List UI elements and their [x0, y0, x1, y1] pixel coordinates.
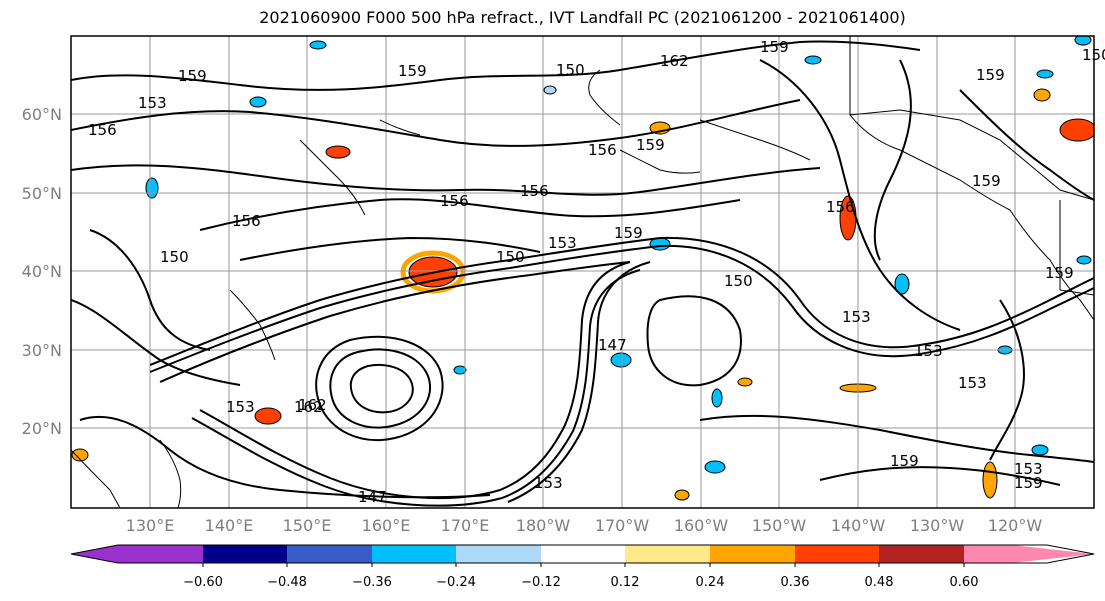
lon-label: 160°W	[674, 516, 729, 535]
contour-label: 159	[398, 62, 427, 80]
contour-label: 150	[556, 61, 585, 79]
contour-label: 153	[534, 474, 563, 492]
lon-label: 150°E	[283, 516, 332, 535]
contour-label: 159	[614, 224, 643, 242]
contour-label: 153	[138, 94, 167, 112]
colorbar-segment	[625, 545, 710, 563]
lon-label: 170°E	[441, 516, 490, 535]
lon-label: 170°W	[595, 516, 650, 535]
colorbar: −0.60 −0.48 −0.36 −0.24 −0.12 0.12 0.24 …	[70, 544, 1095, 590]
colorbar-segments	[70, 544, 1095, 567]
colorbar-tick-label: 0.36	[781, 575, 810, 590]
colorbar-tick-label: −0.36	[352, 575, 392, 590]
lat-label: 60°N	[22, 105, 62, 124]
colorbar-segment	[203, 545, 287, 563]
contour-label: 162	[298, 396, 327, 414]
colorbar-tick-label: −0.48	[267, 575, 307, 590]
lon-label: 130°W	[910, 516, 965, 535]
colorbar-outline	[70, 544, 1095, 564]
lon-label: 140°E	[205, 516, 254, 535]
lat-label: 20°N	[22, 419, 62, 438]
contour-label: 159	[976, 66, 1005, 84]
colorbar-tick-label: 0.60	[950, 575, 979, 590]
colorbar-segment	[456, 545, 541, 563]
colorbar-segment	[71, 545, 203, 563]
colorbar-segment	[795, 545, 879, 563]
contour-label: 159	[178, 67, 207, 85]
contour-label: 159	[1014, 474, 1043, 492]
refractivity-contours	[71, 40, 1094, 507]
colorbar-tick-label: −0.12	[521, 575, 561, 590]
contour-label: 156	[826, 198, 855, 216]
contour-label: 150	[160, 248, 189, 266]
contour-label: 159	[636, 136, 665, 154]
colorbar-tick-label: 0.24	[696, 575, 725, 590]
colorbar-tick-label: −0.60	[183, 575, 223, 590]
lon-label: 120°W	[988, 516, 1043, 535]
contour-label: 156	[88, 121, 117, 139]
contour-label: 156	[520, 182, 549, 200]
contour-label: 156	[232, 212, 261, 230]
contour-label: 153	[842, 308, 871, 326]
lon-label: 130°E	[126, 516, 175, 535]
contour-label: 150	[496, 248, 525, 266]
contour-label: 153	[1014, 460, 1043, 478]
contour-label: 153	[914, 342, 943, 360]
colorbar-segment	[879, 545, 964, 563]
colorbar-segment	[710, 545, 795, 563]
map-title: 2021060900 F000 500 hPa refract., IVT La…	[259, 8, 906, 27]
lat-label: 40°N	[22, 262, 62, 281]
contour-label: 147	[598, 336, 627, 354]
colorbar-tick-label: 0.12	[611, 575, 640, 590]
contour-labels: 159 153 156 150 159 159 150 162 156 159 …	[88, 38, 1105, 506]
colorbar-tick-label: 0.48	[865, 575, 894, 590]
contour-label: 159	[890, 452, 919, 470]
colorbar-segment	[541, 545, 625, 563]
longitude-labels: 130°E 140°E 150°E 160°E 170°E 180°W 170°…	[126, 516, 1043, 535]
contour-label: 159	[1045, 264, 1074, 282]
map-frame	[70, 35, 1095, 509]
colorbar-segment	[287, 545, 372, 563]
contour-label: 150	[724, 272, 753, 290]
lon-label: 160°E	[362, 516, 411, 535]
gridlines	[71, 36, 1094, 508]
contour-label: 150	[1082, 46, 1105, 64]
latitude-labels: 60°N 50°N 40°N 30°N 20°N	[22, 105, 62, 438]
lat-label: 30°N	[22, 341, 62, 360]
contour-label: 156	[440, 192, 469, 210]
lon-label: 140°W	[831, 516, 886, 535]
colorbar-tick-labels: −0.60 −0.48 −0.36 −0.24 −0.12 0.12 0.24 …	[183, 575, 978, 590]
contour-label: 153	[958, 374, 987, 392]
lat-label: 50°N	[22, 184, 62, 203]
contour-label: 153	[548, 234, 577, 252]
contour-label: 162	[660, 52, 689, 70]
contour-label: 156	[588, 141, 617, 159]
anomaly-fills	[71, 36, 1094, 501]
contour-label: 159	[972, 172, 1001, 190]
lon-label: 150°W	[752, 516, 807, 535]
colorbar-segment	[964, 545, 1094, 563]
contour-label: 147	[358, 488, 387, 506]
colorbar-tick-label: −0.24	[436, 575, 476, 590]
contour-label: 153	[226, 398, 255, 416]
colorbar-segment	[372, 545, 456, 563]
lon-label: 180°W	[516, 516, 571, 535]
coastlines	[71, 36, 1094, 508]
contour-label: 162	[294, 398, 323, 416]
contour-label: 159	[760, 38, 789, 56]
